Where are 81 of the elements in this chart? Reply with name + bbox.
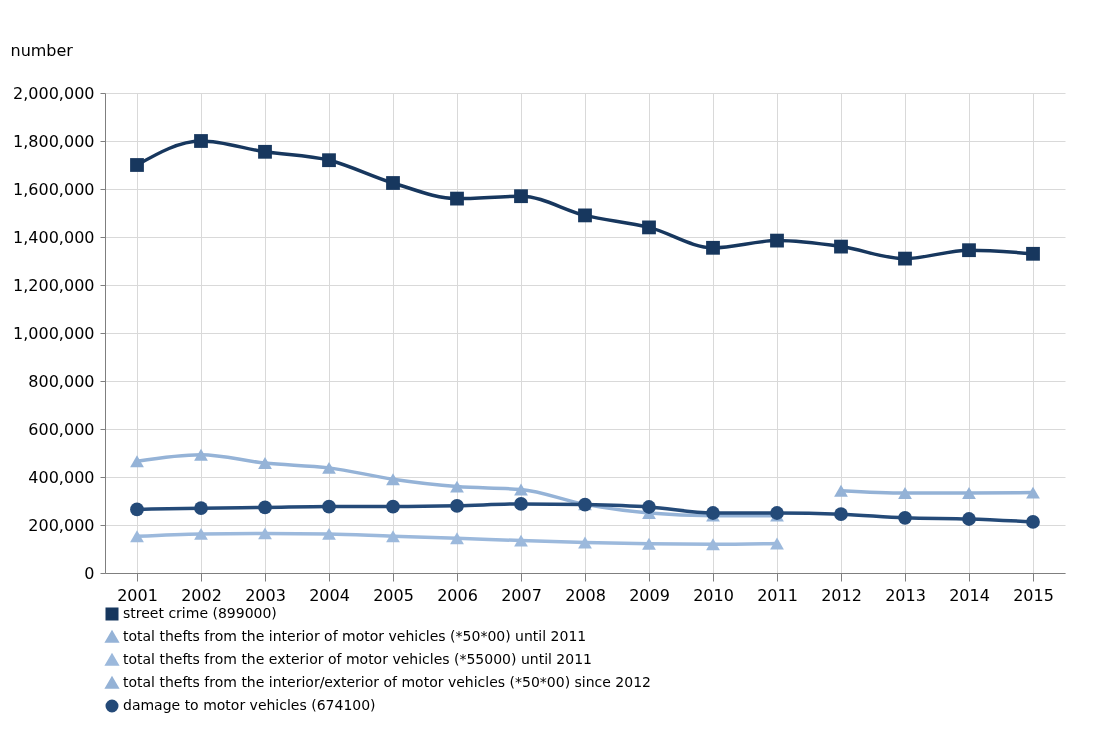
legend-label: total thefts from the exterior of motor vehicles (*55000) until 2011 [123,651,592,667]
point [898,251,912,266]
x-tick-label: 2008 [565,585,606,605]
x-tick-label: 2004 [309,585,350,605]
y-tick-label: 1,000,000 [13,323,95,343]
point [450,191,464,206]
point [258,527,272,540]
point [642,537,656,550]
point [1026,486,1040,499]
point [194,448,208,461]
point [770,233,784,248]
point [706,538,720,551]
point [386,176,400,190]
y-tick-label: 800,000 [28,371,95,391]
point [834,484,848,497]
point [578,536,592,549]
legend-label: damage to motor vehicles (674100) [123,697,376,713]
point [642,220,656,235]
point [962,487,976,500]
point [962,512,976,526]
point [386,499,400,514]
point [130,455,144,468]
point [834,507,848,522]
point [770,537,784,550]
x-tick-label: 2012 [821,585,862,605]
y-tick-label: 0 [84,563,95,583]
point [258,457,272,470]
point [130,158,144,172]
point [194,527,208,540]
y-tick-label: 1,200,000 [13,275,95,295]
x-tick-label: 2001 [117,585,158,605]
x-tick-label: 2014 [949,585,990,605]
point [1026,515,1040,529]
point [450,498,464,513]
point [194,501,208,516]
point [130,530,144,543]
legend-label: total thefts from the interior of motor vehicles (*50*00) until 2011 [123,628,587,644]
x-tick-label: 2013 [885,585,926,605]
point [386,530,400,543]
point [322,153,336,168]
point [642,500,656,514]
legend-label: street crime (899000) [123,605,277,621]
point [514,497,528,511]
y-tick-label: 600,000 [28,419,95,439]
y-axis-title: number [10,40,74,60]
y-tick-label: 1,800,000 [13,131,95,151]
point [514,483,528,496]
x-tick-label: 2010 [693,585,734,605]
point [258,500,272,515]
x-tick-label: 2009 [629,585,670,605]
y-tick-label: 2,000,000 [13,83,95,103]
point [450,532,464,545]
point [322,499,336,514]
legend-label: total thefts from the interior/exterior of motor vehicles (*50*00) since 2012 [123,674,651,690]
point [898,487,912,500]
x-tick-label: 2005 [373,585,414,605]
point [834,239,848,254]
point [898,510,912,525]
x-tick-label: 2007 [501,585,542,605]
y-tick-label: 200,000 [28,515,95,535]
point [194,134,208,148]
point [322,461,336,474]
point [706,240,720,255]
point [578,208,592,223]
point [962,243,976,258]
x-tick-label: 2015 [1013,585,1054,605]
y-tick-label: 1,400,000 [13,227,95,247]
point [514,534,528,547]
point [258,144,272,159]
point [130,502,144,517]
point [514,189,528,204]
point [322,527,336,540]
x-tick-label: 2006 [437,585,478,605]
point [1026,246,1040,261]
x-tick-label: 2002 [181,585,222,605]
point [450,480,464,493]
y-tick-label: 1,600,000 [13,179,95,199]
x-tick-label: 2003 [245,585,286,605]
point [386,473,400,486]
x-tick-label: 2011 [757,585,798,605]
y-tick-label: 400,000 [28,467,95,487]
